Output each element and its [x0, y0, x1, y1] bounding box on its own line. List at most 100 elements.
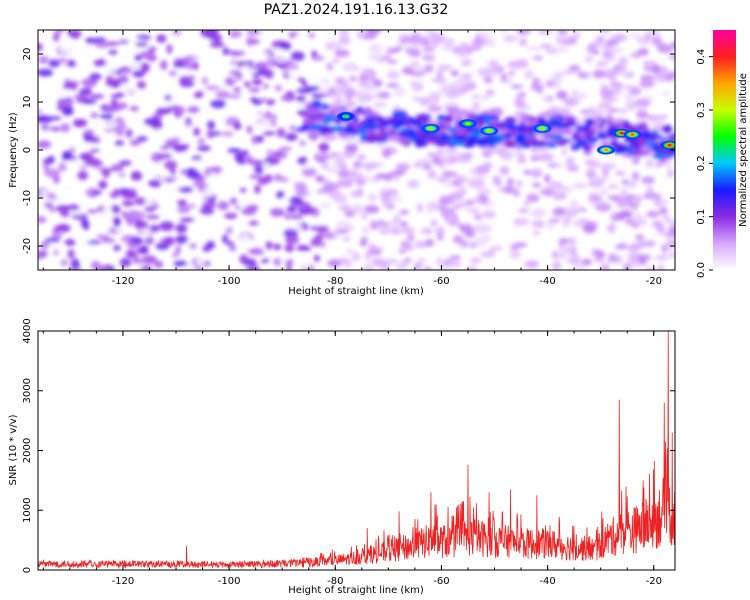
ridge-blob	[490, 119, 501, 125]
noise-blob	[450, 69, 459, 77]
noise-blob	[634, 234, 645, 241]
noise-blob	[125, 128, 133, 139]
noise-blob	[165, 116, 173, 127]
peak-mark	[466, 122, 470, 125]
noise-blob	[661, 91, 671, 96]
ridge-blob	[311, 117, 326, 123]
noise-blob	[185, 117, 192, 124]
noise-blob	[639, 255, 647, 266]
noise-blob	[474, 175, 487, 181]
noise-blob	[630, 208, 638, 214]
noise-blob	[470, 257, 482, 264]
colorbar-tick-label: 0.2	[696, 155, 707, 171]
noise-blob	[65, 160, 78, 166]
peak-mark	[619, 132, 624, 135]
noise-blob	[53, 175, 60, 184]
noise-blob	[39, 68, 53, 77]
noise-blob	[422, 267, 433, 270]
noise-blob	[108, 50, 119, 55]
noise-blob	[507, 70, 516, 76]
noise-blob	[284, 259, 294, 267]
noise-blob	[197, 145, 211, 152]
spectrogram-xtick-label: -40	[539, 276, 555, 287]
noise-blob	[442, 42, 456, 52]
noise-blob	[222, 47, 230, 56]
noise-blob	[89, 73, 102, 81]
noise-blob	[314, 234, 325, 240]
noise-blob	[89, 148, 101, 153]
ridge-blob	[636, 136, 647, 145]
noise-blob	[361, 33, 377, 40]
snr-xtick-label: -80	[327, 576, 343, 587]
noise-blob	[393, 87, 406, 97]
noise-blob	[240, 234, 251, 244]
ridge-blob	[606, 121, 616, 126]
noise-blob	[144, 117, 160, 126]
noise-blob	[395, 163, 411, 171]
noise-blob	[210, 99, 227, 109]
noise-blob	[84, 156, 93, 166]
noise-blob	[639, 78, 655, 88]
noise-blob	[429, 31, 439, 41]
noise-blob	[515, 180, 523, 188]
noise-blob	[159, 146, 170, 150]
noise-blob	[467, 266, 478, 270]
noise-blob	[155, 129, 166, 136]
noise-blob	[159, 221, 175, 232]
noise-blob	[430, 219, 438, 227]
noise-blob	[300, 253, 310, 260]
ridge-blob	[404, 128, 416, 133]
noise-blob	[369, 71, 376, 81]
noise-blob	[460, 73, 473, 79]
noise-blob	[636, 110, 648, 119]
noise-blob	[342, 62, 358, 72]
noise-blob	[164, 94, 173, 103]
noise-blob	[80, 218, 89, 227]
noise-blob	[487, 60, 499, 66]
noise-blob	[289, 213, 304, 220]
noise-blob	[626, 260, 643, 268]
noise-blob	[333, 194, 348, 204]
noise-blob	[267, 230, 284, 238]
noise-blob	[606, 108, 620, 113]
noise-blob	[38, 153, 45, 159]
noise-blob	[475, 165, 491, 175]
noise-blob	[200, 30, 215, 38]
noise-blob	[631, 158, 640, 165]
noise-blob	[592, 69, 606, 79]
noise-blob	[658, 65, 668, 74]
noise-blob	[632, 171, 640, 181]
noise-blob	[263, 113, 278, 120]
noise-blob	[315, 175, 325, 183]
ridge-blob	[398, 137, 411, 146]
noise-blob	[411, 81, 424, 92]
noise-blob	[284, 213, 291, 220]
ridge-blob	[363, 106, 372, 115]
noise-blob	[270, 152, 279, 160]
noise-blob	[192, 181, 207, 187]
noise-blob	[286, 205, 297, 213]
noise-blob	[308, 32, 316, 39]
noise-blob	[206, 129, 215, 139]
ridge-blob	[641, 145, 651, 152]
ridge-blob	[475, 119, 487, 126]
noise-blob	[552, 261, 562, 270]
noise-blob	[280, 96, 295, 101]
ridge-blob	[504, 116, 517, 124]
noise-blob	[516, 217, 530, 226]
noise-blob	[337, 178, 353, 188]
noise-blob	[98, 212, 113, 222]
noise-blob	[117, 39, 130, 44]
noise-blob	[90, 157, 100, 166]
noise-blob	[285, 91, 295, 97]
noise-blob	[592, 183, 603, 188]
ridge-blob	[583, 133, 595, 139]
noise-blob	[276, 191, 285, 199]
noise-blob	[205, 85, 220, 91]
noise-blob	[490, 68, 501, 76]
noise-blob	[343, 258, 353, 268]
noise-blob	[145, 214, 160, 220]
ridge-blob	[563, 115, 577, 123]
noise-blob	[646, 210, 660, 218]
